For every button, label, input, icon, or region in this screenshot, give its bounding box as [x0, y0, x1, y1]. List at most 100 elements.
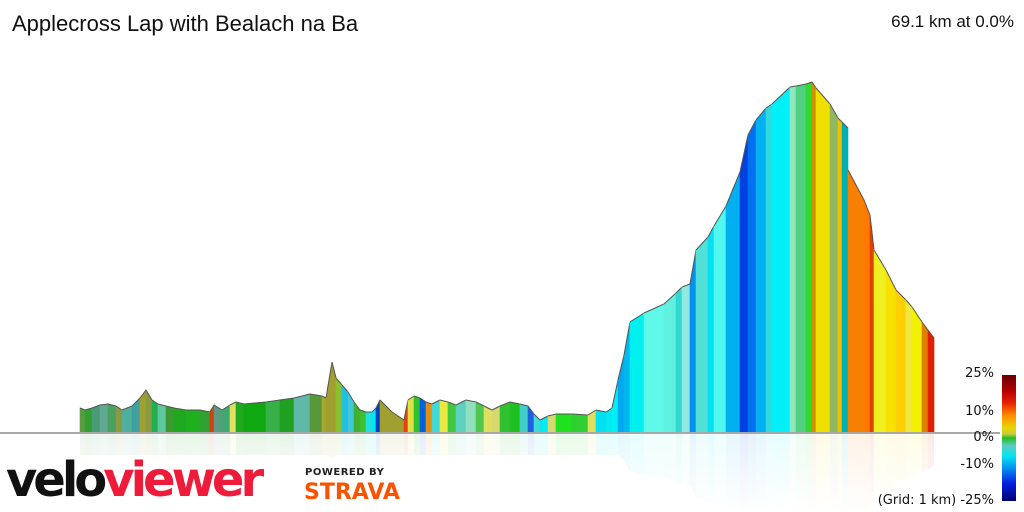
profile-segment: [725, 171, 741, 434]
profile-outline: [145, 389, 153, 401]
profile-outline: [499, 401, 511, 407]
profile-segment: [555, 413, 573, 434]
profile-outline: [837, 117, 843, 123]
profile-outline: [755, 107, 767, 121]
veloviewer-logo[interactable]: veloviewer: [6, 452, 264, 508]
profile-segment: [165, 405, 175, 434]
profile-segment: [837, 117, 843, 434]
grid-note-text: (Grid: 1 km): [877, 493, 957, 508]
profile-segment: [309, 393, 323, 434]
profile-outline: [527, 405, 535, 415]
profile-outline: [911, 306, 923, 323]
profile-outline: [213, 404, 223, 411]
profile-segment: [873, 248, 887, 434]
profile-segment: [629, 312, 645, 434]
profile-outline: [407, 395, 415, 401]
profile-outline: [509, 401, 521, 405]
profile-segment: [235, 401, 245, 434]
profile-outline: [847, 169, 865, 201]
profile-outline: [235, 401, 245, 405]
profile-outline: [895, 289, 907, 301]
profile-segment: [811, 81, 817, 434]
profile-outline: [829, 103, 839, 119]
profile-segment: [115, 405, 123, 434]
legend-label-minus25: -25%: [960, 493, 994, 508]
profile-outline: [571, 413, 589, 416]
profile-outline: [539, 415, 549, 421]
profile-outline: [229, 401, 237, 406]
profile-outline: [465, 399, 477, 403]
profile-segment: [509, 401, 521, 434]
profile-segment: [455, 399, 467, 434]
profile-segment: [199, 409, 211, 434]
profile-segment: [611, 379, 619, 434]
grid-note: (Grid: 1 km) -25%: [878, 493, 994, 508]
profile-segment: [739, 134, 749, 434]
profile-outline: [331, 361, 337, 379]
profile-outline: [425, 401, 433, 405]
profile-outline: [265, 399, 281, 403]
profile-segment: [795, 83, 807, 434]
profile-segment: [265, 399, 281, 434]
profile-segment: [79, 407, 86, 434]
profile-outline: [789, 85, 797, 88]
profile-segment: [885, 269, 897, 434]
profile-segment: [99, 403, 109, 434]
profile-outline: [681, 283, 691, 288]
profile-segment: [325, 361, 333, 434]
profile-segment: [765, 103, 773, 434]
profile-outline: [335, 377, 343, 386]
profile-segment: [483, 405, 493, 434]
profile-outline: [587, 409, 597, 416]
profile-outline: [713, 205, 727, 227]
profile-outline: [403, 399, 409, 421]
profile-outline: [905, 299, 913, 308]
profile-outline: [455, 399, 467, 406]
strava-logo[interactable]: STRAVA: [304, 480, 400, 505]
profile-outline: [863, 199, 871, 216]
profile-outline: [379, 399, 393, 413]
profile-outline: [84, 407, 93, 411]
profile-segment: [379, 399, 393, 434]
logo-velo: velo: [6, 452, 107, 508]
profile-outline: [139, 389, 147, 399]
profile-segment: [475, 401, 485, 434]
profile-outline: [131, 397, 141, 407]
profile-segment: [713, 204, 727, 434]
profile-outline: [79, 407, 86, 411]
profile-outline: [99, 403, 109, 406]
profile-outline: [413, 395, 421, 399]
powered-by-label: POWERED BY: [305, 467, 385, 478]
profile-segment: [707, 225, 715, 434]
profile-outline: [771, 86, 791, 105]
profile-outline: [695, 236, 709, 251]
profile-segment: [419, 397, 427, 434]
profile-segment: [547, 413, 557, 434]
profile-outline: [765, 103, 773, 109]
profile-segment: [643, 303, 665, 434]
profile-segment: [905, 299, 913, 434]
profile-segment: [293, 393, 311, 434]
profile-outline: [605, 407, 613, 413]
route-title: Applecross Lap with Bealach na Ba: [12, 11, 359, 36]
profile-segment: [895, 289, 907, 434]
profile-segment: [413, 395, 421, 434]
profile-outline: [795, 83, 807, 87]
profile-outline: [869, 214, 875, 251]
profile-outline: [533, 413, 541, 421]
profile-segment: [359, 409, 367, 434]
profile-outline: [629, 312, 645, 323]
profile-outline: [447, 401, 457, 406]
profile-outline: [643, 303, 665, 314]
profile-segment: [863, 199, 871, 434]
profile-segment: [595, 409, 607, 434]
profile-segment: [789, 85, 797, 434]
profile-segment: [663, 292, 677, 434]
legend-label-25: 25%: [965, 366, 994, 381]
profile-outline: [595, 409, 607, 413]
profile-outline: [107, 403, 117, 407]
profile-segment: [347, 390, 355, 434]
profile-segment: [681, 283, 691, 434]
profile-outline: [173, 407, 187, 411]
